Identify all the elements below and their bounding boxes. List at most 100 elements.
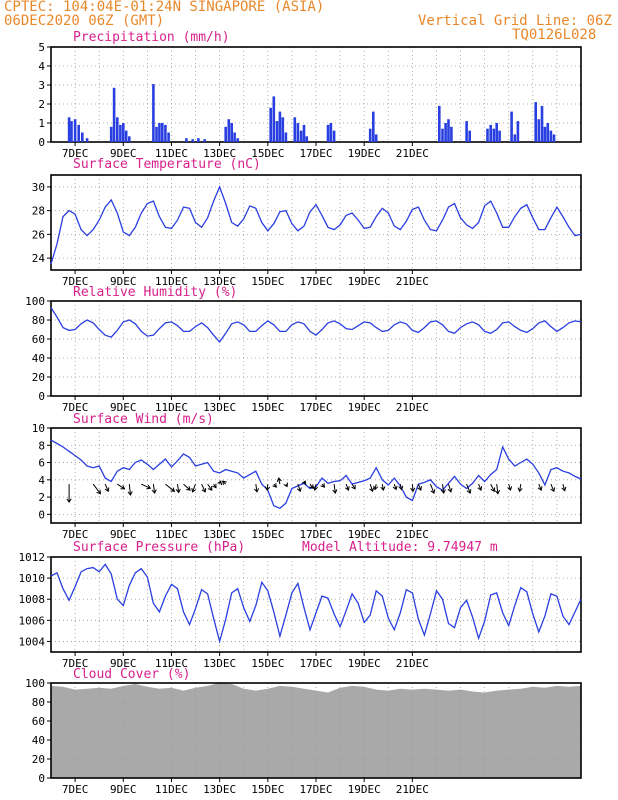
x-tick-label: 15DEC: [251, 657, 284, 670]
wind-arrow: [192, 483, 196, 493]
precip-bar: [329, 123, 333, 142]
wind-arrow: [117, 483, 125, 490]
wind-arrow-head: [66, 498, 72, 504]
precip-bar: [227, 119, 231, 142]
wind-arrow-head: [253, 488, 260, 493]
wind-arrow: [152, 484, 156, 494]
y-tick-label: 8: [38, 439, 45, 452]
wind-arrow: [92, 483, 101, 495]
precip-bar: [278, 111, 282, 142]
wind-arrow-head: [380, 486, 386, 492]
wind-arrow: [448, 483, 452, 493]
wind-arrow: [466, 483, 471, 494]
precip-bar: [152, 84, 155, 142]
precip-bar: [119, 124, 122, 142]
y-tick-label: 60: [32, 333, 45, 346]
x-tick-label: 17DEC: [299, 401, 332, 414]
x-tick-label: 19DEC: [348, 401, 381, 414]
y-tick-label: 100: [25, 677, 45, 690]
y-tick-label: 40: [32, 352, 45, 365]
wind-arrow-head: [517, 487, 523, 493]
model-altitude-label: Model Altitude: 9.74947 m: [302, 540, 498, 555]
wind-arrow: [165, 483, 175, 492]
x-tick-label: 11DEC: [155, 783, 188, 796]
header-grid-line: Vertical Grid Line: 06Z: [418, 13, 612, 29]
wind-arrow: [490, 483, 495, 492]
x-tick-label: 11DEC: [155, 657, 188, 670]
precip-bar: [374, 134, 378, 142]
precip-bar: [81, 132, 84, 142]
precip-bar: [534, 102, 537, 142]
x-tick-label: 13DEC: [203, 275, 236, 288]
x-tick-label: 15DEC: [251, 528, 284, 541]
panel-title: Precipitation (mm/h): [73, 30, 230, 45]
x-tick-label: 15DEC: [251, 275, 284, 288]
precip-bar: [498, 130, 501, 142]
x-tick-label: 15DEC: [251, 401, 284, 414]
wind-arrow-head: [507, 486, 513, 491]
y-tick-label: 30: [32, 181, 45, 194]
wind-arrow: [411, 484, 414, 492]
x-tick-label: 13DEC: [203, 147, 236, 160]
wind-arrow-head: [561, 486, 567, 492]
precip-bar: [70, 121, 73, 142]
y-tick-label: 0: [38, 390, 45, 403]
precip-bar: [537, 119, 541, 142]
precip-bar: [305, 136, 309, 142]
precip-bar: [546, 123, 550, 142]
y-tick-label: 5: [38, 41, 45, 54]
wind-arrow: [297, 483, 301, 492]
wind-arrow: [333, 484, 336, 494]
series-line: [50, 439, 582, 510]
y-tick-label: 6: [38, 457, 45, 470]
y-tick-label: 1010: [19, 572, 46, 585]
wind-arrow-head: [191, 487, 197, 493]
wind-arrow-head: [309, 484, 314, 490]
panel-title: Surface Temperature (nC): [73, 157, 261, 172]
panel-2: Relative Humidity (%) 0 20 40 60 80 100 7DEC 9DE…: [25, 285, 582, 414]
y-tick-label: 80: [32, 696, 45, 709]
precip-bar: [450, 126, 453, 142]
wind-arrow: [381, 484, 384, 491]
x-tick-label: 7DEC: [62, 401, 89, 414]
precip-bar: [272, 96, 276, 142]
x-tick-label: 17DEC: [299, 783, 332, 796]
wind-arrow-head: [550, 487, 556, 493]
wind-arrow-head: [264, 486, 271, 492]
x-tick-label: 19DEC: [348, 783, 381, 796]
y-tick-label: 0: [38, 772, 45, 785]
wind-arrow-head: [272, 483, 277, 488]
wind-arrow-head: [447, 487, 453, 493]
wind-arrow-head: [312, 486, 318, 492]
wind-arrow: [496, 484, 499, 494]
wind-arrow: [266, 484, 269, 491]
x-tick-label: 13DEC: [203, 783, 236, 796]
precip-bar: [77, 124, 80, 142]
wind-arrow-head: [296, 487, 302, 493]
wind-arrow-head: [207, 486, 213, 491]
precip-bar: [185, 138, 188, 142]
precip-bar: [543, 126, 547, 142]
wind-arrow: [177, 484, 180, 493]
wind-arrow-head: [417, 486, 422, 491]
precip-bar: [281, 117, 285, 142]
y-tick-label: 20: [32, 371, 45, 384]
precip-bar: [158, 123, 161, 142]
precip-bar: [124, 130, 128, 142]
x-tick-label: 15DEC: [251, 783, 284, 796]
precip-bar: [293, 117, 297, 142]
precip-bar: [368, 128, 372, 142]
x-tick-label: 9DEC: [110, 147, 137, 160]
wind-arrow-head: [351, 484, 356, 490]
x-tick-label: 21DEC: [396, 147, 429, 160]
wind-arrow: [255, 484, 258, 492]
wind-arrow: [104, 483, 109, 492]
wind-arrow: [538, 483, 542, 491]
precip-bar: [486, 128, 489, 142]
x-tick-label: 19DEC: [348, 657, 381, 670]
y-tick-label: 28: [32, 205, 45, 218]
wind-arrow-head: [301, 480, 307, 486]
y-tick-label: 0: [38, 508, 45, 521]
